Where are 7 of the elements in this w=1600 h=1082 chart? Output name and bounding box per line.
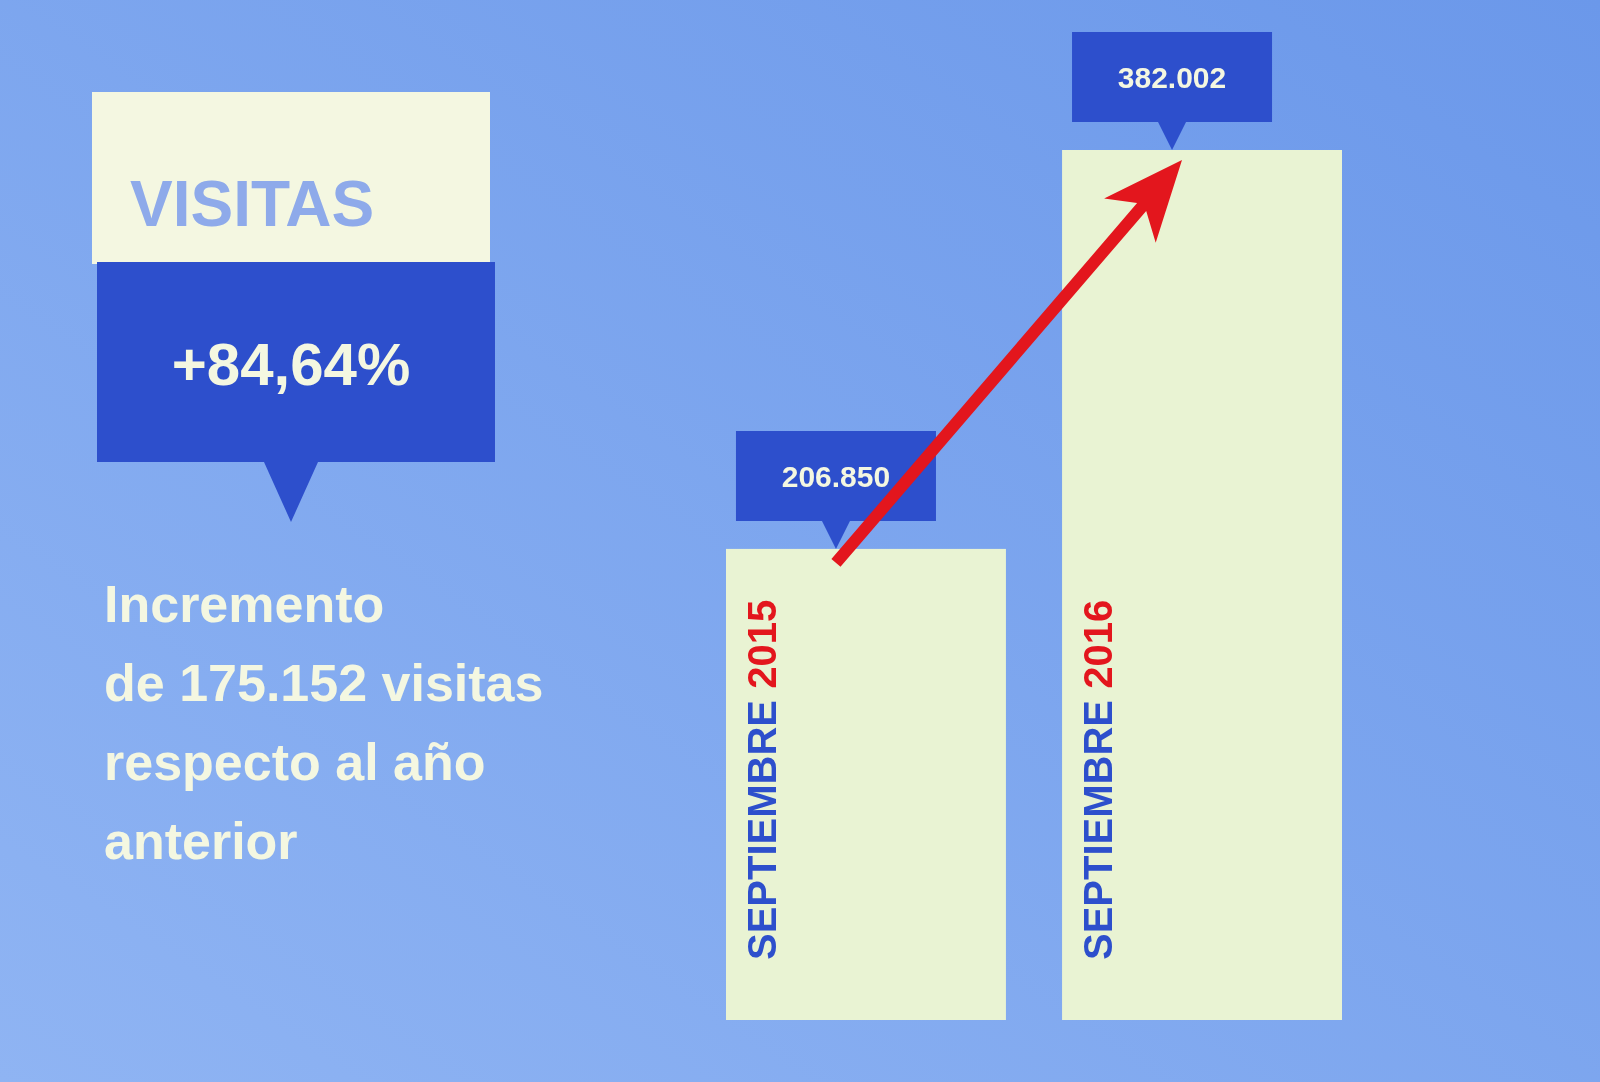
x-tick-label: SEPTIEMBRE 2015 <box>740 599 784 960</box>
data-label: 382.002 <box>1117 61 1227 94</box>
text: +84,64% <box>171 331 411 398</box>
text: Incremento de 175.152 visitas respecto al año anterior <box>104 575 544 870</box>
x-tick-label: SEPTIEMBRE 2016 <box>1076 599 1121 960</box>
data-label: 206.850 <box>781 459 891 493</box>
chart-title: VISITAS <box>130 168 375 240</box>
